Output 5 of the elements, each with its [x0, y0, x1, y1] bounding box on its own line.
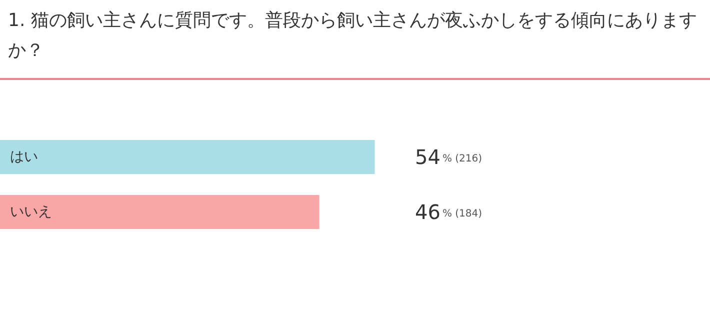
y-tick-label: いいえ [10, 204, 52, 220]
y-tick-label: はい [10, 149, 38, 165]
data-label: 46% (184) [415, 200, 482, 224]
data-label: 54% (216) [415, 145, 482, 169]
chart-title: 1. 猫の飼い主さんに質問です。普段から飼い主さんが夜ふかしをする傾向にありますか？ [0, 0, 710, 80]
